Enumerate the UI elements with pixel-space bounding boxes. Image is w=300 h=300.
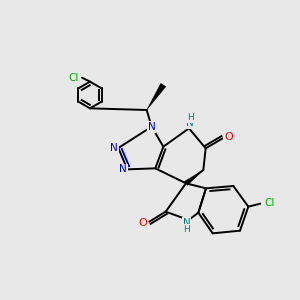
Polygon shape	[147, 83, 166, 110]
Text: O: O	[138, 218, 147, 228]
Text: N: N	[148, 122, 155, 132]
Text: H: H	[187, 113, 194, 122]
Text: O: O	[224, 132, 233, 142]
Text: Cl: Cl	[264, 198, 274, 208]
Text: Cl: Cl	[69, 73, 79, 83]
Polygon shape	[184, 170, 203, 185]
Text: H: H	[183, 224, 190, 233]
Text: N: N	[110, 143, 118, 153]
Text: N: N	[119, 164, 127, 174]
Text: N: N	[183, 218, 190, 228]
Text: N: N	[186, 118, 194, 128]
